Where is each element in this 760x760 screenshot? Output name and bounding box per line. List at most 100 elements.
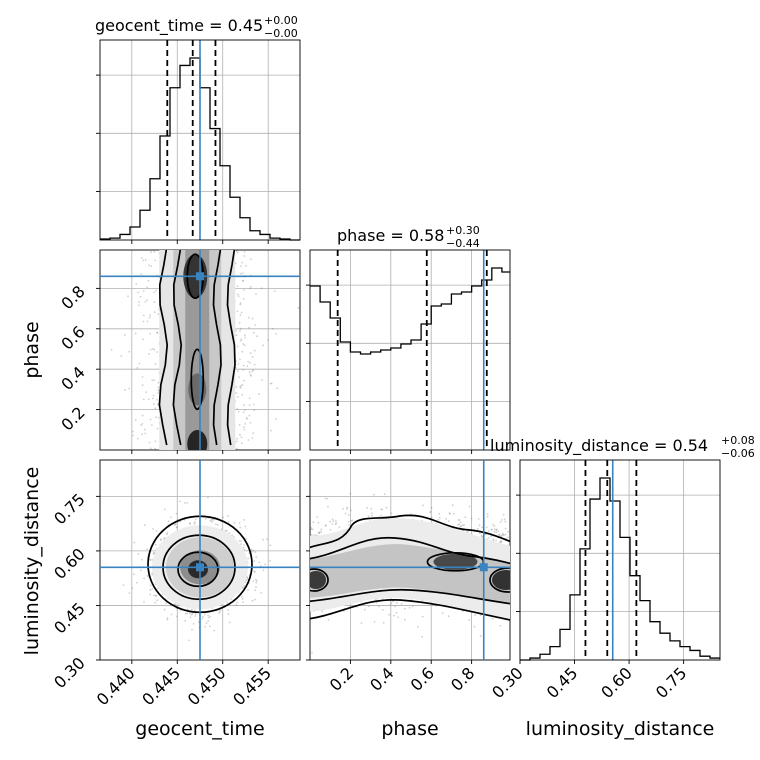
x-tick-label: 0.440 — [93, 663, 139, 709]
sample-point — [327, 505, 329, 508]
density-layer — [310, 514, 510, 621]
sample-point — [238, 424, 241, 426]
sample-point — [184, 613, 187, 615]
sample-point — [495, 531, 498, 534]
sample-point — [148, 353, 150, 355]
sample-point — [191, 608, 193, 611]
sample-point — [146, 548, 149, 551]
sample-point — [176, 526, 179, 528]
contour-outer — [158, 250, 236, 446]
sample-point — [140, 569, 142, 572]
sample-point — [155, 289, 157, 292]
sample-point — [163, 537, 166, 539]
contour-middle — [172, 250, 222, 446]
sample-point — [385, 506, 388, 509]
sample-point — [240, 543, 242, 545]
sample-point — [243, 519, 246, 521]
sample-point — [335, 519, 337, 522]
sample-point — [326, 497, 329, 500]
sample-point — [347, 521, 350, 523]
sample-point — [313, 534, 316, 536]
sample-point — [421, 615, 424, 618]
y-tick-label: 0.6 — [57, 322, 88, 353]
sample-point — [193, 522, 196, 525]
density-peak — [433, 553, 478, 570]
sample-point — [297, 306, 300, 309]
sample-point — [243, 251, 246, 253]
y-tick-label: 0.4 — [57, 363, 88, 394]
sample-point — [325, 524, 327, 526]
sample-point — [318, 532, 321, 534]
sample-point — [148, 441, 151, 444]
panel-frame — [99, 39, 301, 241]
sample-point — [207, 496, 209, 499]
sample-point — [251, 317, 254, 320]
sample-point — [248, 371, 251, 374]
sample-point — [236, 310, 239, 313]
sample-point — [266, 538, 268, 541]
sample-point — [154, 407, 157, 410]
sample-point — [498, 533, 500, 536]
sample-point — [458, 523, 461, 526]
sample-point — [131, 587, 134, 590]
sample-point — [239, 386, 242, 389]
sample-point — [146, 320, 149, 323]
sample-point — [176, 615, 178, 618]
sample-point — [477, 518, 480, 520]
x-tick-label: 0.30 — [488, 663, 527, 702]
sample-point — [473, 625, 476, 628]
sample-point — [312, 521, 315, 524]
sample-point — [500, 540, 503, 543]
sample-point — [157, 313, 160, 316]
sample-point — [346, 508, 348, 510]
sample-point — [237, 363, 240, 365]
sample-point — [486, 515, 489, 518]
sample-point — [438, 512, 441, 515]
sample-point — [240, 436, 243, 439]
sample-point — [227, 613, 230, 616]
sample-point — [380, 514, 383, 517]
sample-point — [430, 516, 433, 519]
panel-geocent-time-marginal — [96, 39, 301, 244]
sample-point — [247, 589, 249, 591]
sample-point — [250, 548, 253, 551]
sample-point — [236, 293, 239, 296]
sample-point — [144, 432, 147, 435]
sample-point — [144, 301, 147, 303]
sample-point — [154, 601, 157, 604]
sample-point — [252, 549, 255, 552]
sample-point — [468, 505, 471, 508]
sample-point — [136, 581, 138, 584]
sample-point — [137, 552, 140, 555]
sample-point — [235, 392, 238, 395]
sample-point — [157, 381, 160, 384]
sample-point — [226, 602, 229, 604]
sample-point — [240, 384, 243, 387]
sample-point — [258, 561, 261, 564]
sample-point — [429, 510, 432, 513]
sample-point — [500, 534, 503, 537]
sample-point — [397, 616, 400, 618]
sample-point — [138, 304, 140, 307]
sample-point — [253, 331, 255, 334]
x-tick-labels: 0.440 0.445 0.450 0.455 0.2 0.4 0.6 0.8 0.30 0.45… — [93, 663, 691, 709]
panel-luminosity-distance-vs-geocent-time — [96, 459, 301, 664]
sample-point — [241, 393, 244, 396]
sample-point — [204, 517, 207, 520]
y-tick-label: 0.2 — [57, 403, 88, 434]
sample-point — [166, 533, 168, 536]
sample-point — [264, 563, 266, 566]
sample-point — [184, 502, 186, 504]
sample-point — [260, 287, 263, 290]
sample-point — [239, 526, 242, 529]
sample-point — [248, 414, 251, 417]
sample-point — [154, 440, 157, 443]
sample-point — [381, 609, 384, 611]
sample-point — [366, 506, 369, 509]
sample-point — [138, 301, 140, 303]
sample-point — [211, 520, 214, 523]
sample-point — [241, 598, 244, 600]
x-tick-label: 0.445 — [138, 663, 184, 709]
contour-middle — [310, 536, 510, 565]
